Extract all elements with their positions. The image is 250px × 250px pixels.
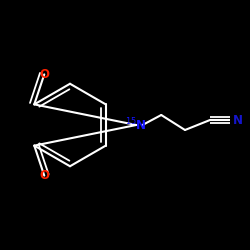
Text: O: O xyxy=(39,68,49,81)
Text: N: N xyxy=(233,114,243,126)
Text: $^{15}$N: $^{15}$N xyxy=(125,117,147,133)
Text: O: O xyxy=(39,169,49,182)
